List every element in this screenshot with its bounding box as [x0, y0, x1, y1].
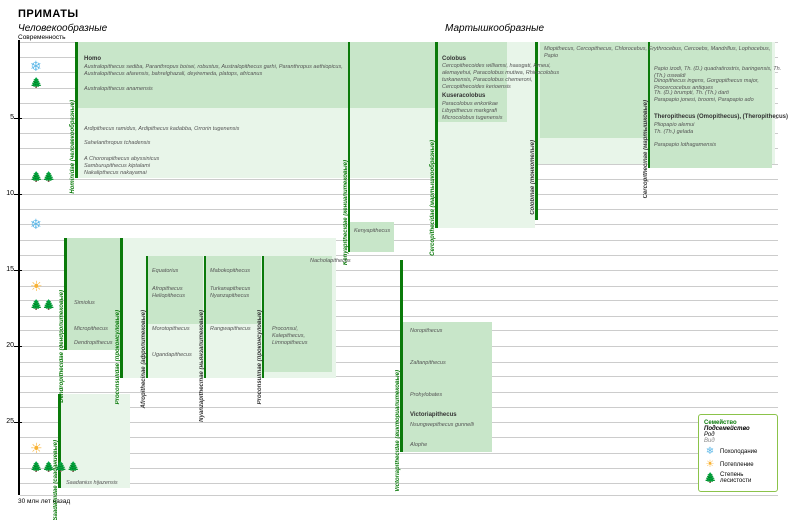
sun-icon: ☀ — [704, 459, 716, 470]
snowflake-icon: ❄ — [704, 446, 716, 457]
taxon-region — [60, 394, 130, 488]
y-axis — [18, 40, 20, 495]
y-tick — [14, 422, 22, 423]
axis-bottom-label: 30 млн лет назад — [18, 498, 70, 505]
taxon-region — [402, 322, 492, 452]
legend-row-warming: ☀Потепление — [704, 459, 772, 470]
taxon-label: Micropithecus — [74, 326, 108, 333]
taxon-label: Sahelanthropus tchadensis — [84, 140, 150, 147]
taxon-label: Nacholapithecus — [310, 258, 351, 265]
taxon-label: Nyanzapithecus — [210, 293, 249, 300]
subtitle-left: Человекообразные — [18, 23, 107, 34]
taxon-label: Homo — [84, 56, 101, 62]
legend-box: Семейство Подсемейство Род Вид ❄Похолода… — [698, 414, 778, 492]
y-tick — [14, 270, 22, 271]
tree-icon: 🌲 — [30, 78, 42, 89]
tree-icon: 🌲🌲🌲🌲 — [30, 462, 80, 473]
tree-icon: 🌲🌲 — [30, 300, 55, 311]
gridline — [20, 209, 778, 210]
taxon-label: Morotopithecus — [152, 326, 190, 333]
y-tick-label: 10 — [2, 190, 14, 197]
family-label: Cercopithecidae (мартышкообразные) — [430, 140, 436, 256]
gridline — [20, 179, 778, 180]
taxon-label: Nsungwepithecus gunnelli — [410, 422, 474, 429]
sun-icon: ☀ — [30, 440, 43, 457]
taxon-label: Limnopithecus — [272, 340, 307, 347]
family-label: Nyanzapithecinae (ньянзапитековые) — [199, 310, 205, 422]
taxon-region — [264, 256, 332, 372]
taxon-region — [66, 238, 120, 350]
taxon-label: Alophe — [410, 442, 427, 449]
taxon-label: Simiolus — [74, 300, 95, 307]
y-tick — [14, 194, 22, 195]
family-label: Kenyapithecidae (кениапитековые) — [343, 160, 349, 265]
snow-icon: ❄ — [30, 216, 42, 233]
gridline — [20, 224, 778, 225]
snow-icon: ❄ — [30, 58, 42, 75]
taxon-label: Ardipithecus ramidus, Ardipithecus kadab… — [84, 126, 239, 133]
taxon-label: Mabokopithecus — [210, 268, 250, 275]
taxon-label: Zaltanpithecus — [410, 360, 446, 367]
taxon-label: Miopithecus, Cercopithecus, Chlorocebus,… — [544, 46, 770, 53]
y-tick-label: 5 — [2, 114, 14, 121]
taxon-label: Theropithecus (Omopithecus), (Theropithe… — [654, 114, 788, 120]
taxon-label: Victoriapithecus — [410, 412, 457, 418]
taxon-label: Australopithecus afarensis, bahrelghazal… — [84, 71, 262, 78]
legend-row-forest: 🌲Степень лесистости — [704, 472, 772, 484]
taxon-label: Dendropithecus — [74, 340, 113, 347]
family-label: Proconsulinae (проконсуловые) — [257, 310, 263, 404]
taxon-label: Parapapio lothagamensis — [654, 142, 716, 149]
taxon-label: Prohylobates — [410, 392, 442, 399]
y-tick-label: 15 — [2, 266, 14, 273]
taxon-label: Colobus — [442, 56, 466, 62]
legend-species: Вид — [704, 438, 772, 444]
tree-icon: 🌲🌲 — [30, 172, 55, 183]
family-label: Afropithecinae (афропитековые) — [141, 310, 147, 408]
family-label: Colobinae (тонкотелые) — [530, 140, 536, 215]
y-tick — [14, 118, 22, 119]
gridline — [20, 495, 778, 496]
taxon-label: Parapapio jonesi, broomi, Parapapio ado — [654, 97, 754, 104]
chart-container: ПРИМАТЫ Человекообразные Мартышкообразны… — [0, 0, 790, 512]
taxon-label: Saadanius hijazensis — [66, 480, 118, 487]
taxon-region — [350, 222, 394, 252]
taxon-label: Noropithecus — [410, 328, 442, 335]
taxon-label: Equatorius — [152, 268, 178, 275]
taxon-label: Kuseracolobus — [442, 93, 485, 99]
gridline — [20, 194, 778, 195]
family-label: Saadaniidae (сааданиевые) — [53, 440, 59, 520]
taxon-label: Th. (Th.) gelada — [654, 129, 693, 136]
tree-icon: 🌲 — [704, 473, 716, 484]
family-label: Cercopithecinae (мартышковые) — [643, 100, 649, 198]
subtitle-right: Мартышкообразные — [445, 23, 544, 34]
page-title: ПРИМАТЫ — [18, 8, 79, 20]
taxon-label: Rangwapithecus — [210, 326, 251, 333]
legend-row-cooling: ❄Похолодание — [704, 446, 772, 457]
taxon-label: Australopithecus anamensis — [84, 86, 153, 93]
y-tick-label: 25 — [2, 418, 14, 425]
family-label: Dendropithecidae (дендропитековые) — [59, 290, 65, 403]
taxon-label: Nakalipthecus nakayamai — [84, 170, 147, 177]
y-tick-label: 20 — [2, 342, 14, 349]
taxon-label: Papio — [544, 53, 558, 60]
taxon-label: Ugandapithecus — [152, 352, 192, 359]
family-label: Proconsulidae (проконсуловые) — [115, 310, 121, 404]
family-label: Victoriapithecidae (викториапитековые) — [395, 370, 401, 492]
family-label: Hominidae (человекообразные) — [70, 100, 76, 194]
axis-top-label: Современность — [18, 34, 65, 41]
y-tick — [14, 346, 22, 347]
taxon-label: Microcolobus tugenensis — [442, 115, 503, 122]
taxon-label: Kenyapithecus — [354, 228, 390, 235]
sun-icon: ☀ — [30, 278, 43, 295]
taxon-label: Cercopithecoides kerioensis — [442, 84, 511, 91]
taxon-label: Heliopithecus — [152, 293, 185, 300]
